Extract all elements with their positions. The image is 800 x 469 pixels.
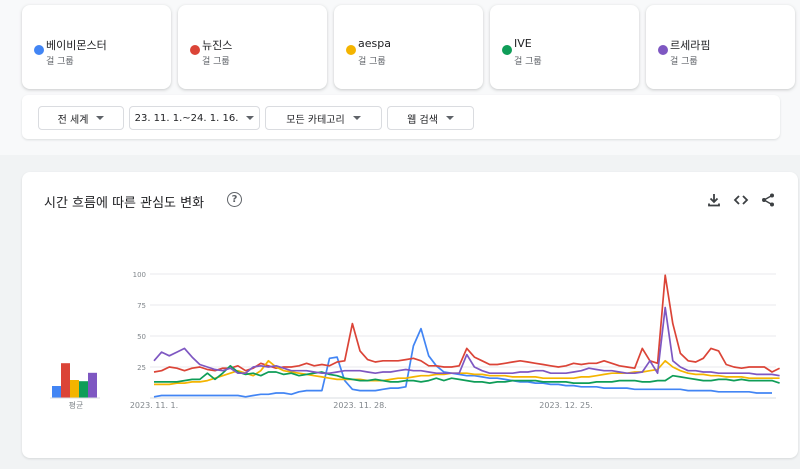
download-icon[interactable] — [706, 192, 722, 208]
trend-line-chart: 25 50 75 100 2023. 11. 1. 2023. 11. 28. 2023. … — [130, 271, 780, 410]
region-filter-label: 전 세계 — [57, 114, 89, 126]
term-name: aespa — [358, 37, 391, 50]
term-color-dot — [658, 45, 668, 55]
series-line — [154, 359, 780, 386]
caret-down-icon — [246, 116, 255, 120]
x-tick-label: 2023. 11. 28. — [333, 401, 386, 410]
y-tick-label: 25 — [137, 364, 146, 372]
category-filter[interactable]: 모든 카테고리 — [265, 106, 382, 130]
series-line — [154, 364, 780, 384]
date-range-filter-label: 23. 11. 1.~24. 1. 16. — [134, 112, 239, 124]
filter-panel: 전 세계 23. 11. 1.~24. 1. 16. 모든 카테고리 웹 검색 — [22, 95, 780, 139]
term-color-dot — [190, 45, 200, 55]
average-bar — [88, 372, 97, 398]
y-tick-label: 75 — [137, 302, 146, 310]
term-color-dot — [502, 45, 512, 55]
date-range-filter[interactable]: 23. 11. 1.~24. 1. 16. — [129, 106, 260, 130]
region-filter[interactable]: 전 세계 — [38, 106, 124, 130]
term-type: 걸 그룹 — [358, 57, 386, 67]
caret-down-icon — [445, 116, 454, 120]
average-bar — [61, 363, 70, 398]
term-color-dot — [346, 45, 356, 55]
series-line — [153, 306, 780, 377]
category-filter-label: 모든 카테고리 — [286, 114, 345, 126]
average-bar — [52, 386, 61, 398]
search-term-card[interactable]: IVE 걸 그룹 — [490, 5, 639, 89]
term-name: 뉴진스 — [202, 39, 233, 52]
series-line — [153, 274, 780, 373]
term-name: 르세라핌 — [670, 39, 711, 52]
y-tick-label: 50 — [137, 333, 146, 341]
embed-icon[interactable] — [733, 192, 749, 208]
caret-down-icon — [96, 116, 105, 120]
term-name: 베이비몬스터 — [46, 39, 107, 52]
term-color-dot — [34, 45, 44, 55]
average-label: 평균 — [69, 400, 84, 410]
average-bar — [79, 381, 88, 398]
series-line — [153, 327, 772, 398]
term-type: 걸 그룹 — [514, 57, 542, 67]
chart-title: 시간 흐름에 따른 관심도 변화 — [44, 196, 205, 211]
interest-over-time-card: 시간 흐름에 따른 관심도 변화 ? 평균 25 50 75 100 2023. 11.… — [22, 172, 798, 458]
term-type: 걸 그룹 — [202, 57, 230, 67]
x-tick-label: 2023. 12. 25. — [539, 401, 592, 410]
y-tick-label: 100 — [133, 271, 146, 279]
average-bar — [70, 380, 79, 398]
search-term-card[interactable]: aespa 걸 그룹 — [334, 5, 483, 89]
average-bar-chart: 평균 — [50, 363, 100, 410]
search-type-filter-label: 웹 검색 — [407, 114, 438, 126]
term-type: 걸 그룹 — [46, 57, 74, 67]
share-icon[interactable] — [760, 192, 776, 208]
term-name: IVE — [514, 37, 532, 50]
caret-down-icon — [352, 116, 361, 120]
search-type-filter[interactable]: 웹 검색 — [387, 106, 474, 130]
x-tick-label: 2023. 11. 1. — [130, 401, 178, 410]
help-icon[interactable]: ? — [227, 192, 242, 207]
term-type: 걸 그룹 — [670, 57, 698, 67]
